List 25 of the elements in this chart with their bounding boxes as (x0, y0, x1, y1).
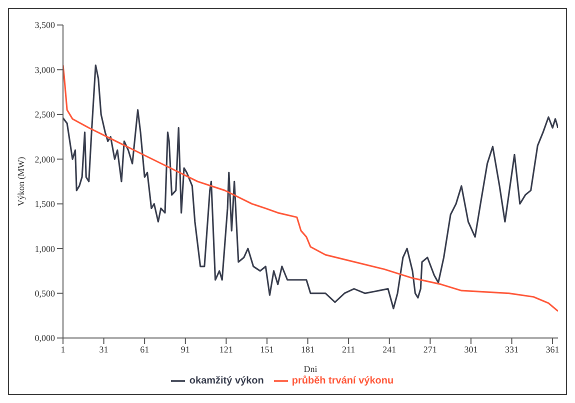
x-tick-label: 31 (99, 344, 108, 354)
y-tick-label: 0,000 (34, 333, 56, 344)
x-tick-label: 331 (505, 344, 519, 354)
x-tick-label: 151 (260, 344, 274, 354)
x-tick-label: 91 (180, 344, 190, 354)
y-tick-label: 3,500 (34, 20, 56, 30)
x-tick-label: 61 (140, 344, 150, 354)
legend-label: okamžitý výkon (189, 376, 264, 387)
y-tick-label: 0,500 (34, 288, 56, 298)
y-axis-title: Výkon (MW) (16, 156, 26, 206)
x-tick-label: 241 (382, 344, 396, 354)
x-tick-label: 361 (546, 344, 560, 354)
x-tick-label: 181 (301, 344, 315, 354)
legend-label: průběh trvání výkonu (292, 376, 394, 387)
y-tick-label: 3,000 (34, 64, 56, 75)
y-tick-label: 2,000 (34, 154, 56, 164)
y-tick-label: 2,500 (34, 110, 56, 120)
x-axis-title: Dni (304, 364, 318, 374)
x-tick-label: 1 (60, 344, 66, 354)
y-tick-label: 1,000 (34, 244, 56, 254)
x-tick-label: 271 (423, 344, 437, 354)
x-tick-label: 211 (342, 344, 356, 354)
x-tick-label: 121 (219, 344, 233, 354)
y-tick-label: 1,500 (34, 199, 56, 210)
x-tick-label: 301 (464, 344, 478, 354)
